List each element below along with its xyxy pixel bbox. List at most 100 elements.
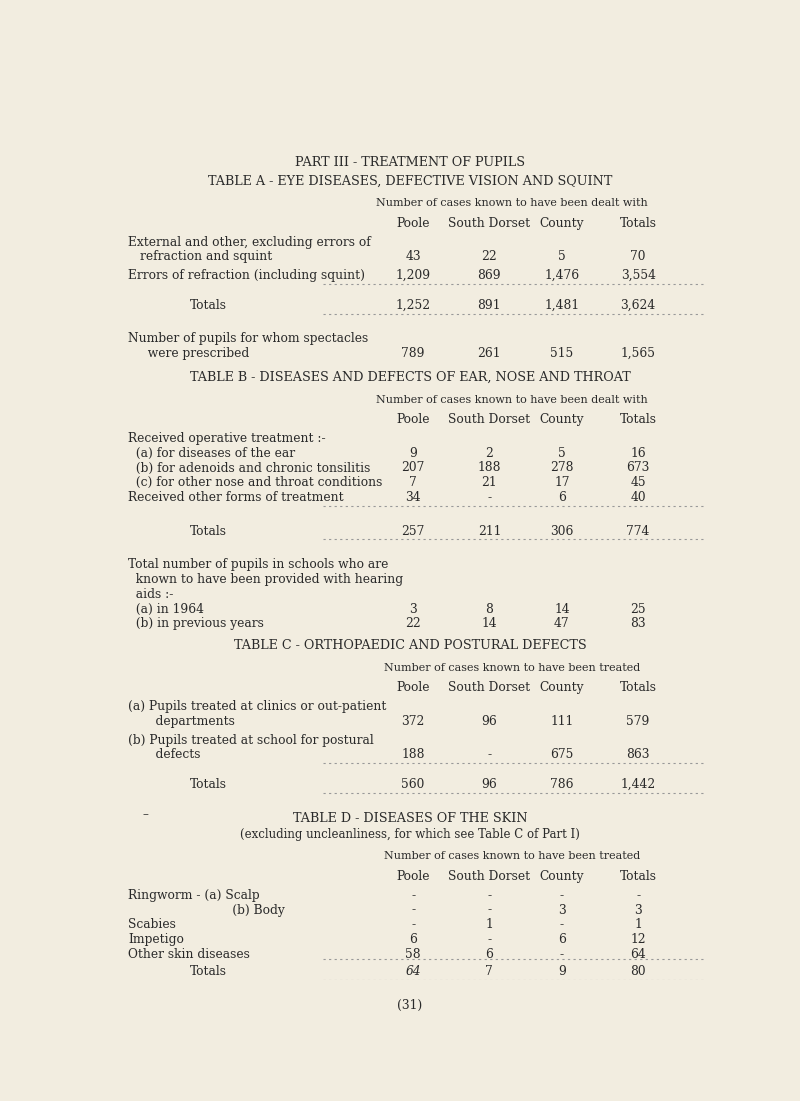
Text: -: - bbox=[487, 904, 491, 917]
Text: 12: 12 bbox=[630, 934, 646, 946]
Text: -: - bbox=[411, 918, 415, 931]
Text: 863: 863 bbox=[626, 749, 650, 762]
Text: 43: 43 bbox=[406, 250, 421, 263]
Text: 45: 45 bbox=[630, 477, 646, 489]
Text: 579: 579 bbox=[626, 715, 650, 728]
Text: were prescribed: were prescribed bbox=[140, 347, 250, 360]
Text: (excluding uncleanliness, for which see Table C of Part I): (excluding uncleanliness, for which see … bbox=[240, 828, 580, 841]
Text: 786: 786 bbox=[550, 778, 574, 792]
Text: 306: 306 bbox=[550, 525, 574, 537]
Text: TABLE B - DISEASES AND DEFECTS OF EAR, NOSE AND THROAT: TABLE B - DISEASES AND DEFECTS OF EAR, N… bbox=[190, 371, 630, 384]
Text: 6: 6 bbox=[558, 934, 566, 946]
Text: Ringworm - (a) Scalp: Ringworm - (a) Scalp bbox=[128, 889, 259, 902]
Text: 7: 7 bbox=[486, 966, 494, 979]
Text: (b) Pupils treated at school for postural: (b) Pupils treated at school for postura… bbox=[128, 733, 374, 746]
Text: 16: 16 bbox=[630, 447, 646, 459]
Text: 3,554: 3,554 bbox=[621, 269, 656, 282]
Text: -: - bbox=[487, 491, 491, 504]
Text: 14: 14 bbox=[554, 602, 570, 615]
Text: 3: 3 bbox=[558, 904, 566, 917]
Text: departments: departments bbox=[140, 715, 235, 728]
Text: 9: 9 bbox=[558, 966, 566, 979]
Text: County: County bbox=[540, 413, 584, 426]
Text: Totals: Totals bbox=[190, 966, 227, 979]
Text: –: – bbox=[142, 808, 148, 821]
Text: Number of pupils for whom spectacles: Number of pupils for whom spectacles bbox=[128, 333, 368, 346]
Text: 3,624: 3,624 bbox=[621, 298, 656, 312]
Text: County: County bbox=[540, 217, 584, 230]
Text: Poole: Poole bbox=[396, 682, 430, 695]
Text: 372: 372 bbox=[402, 715, 425, 728]
Text: (a) for diseases of the ear: (a) for diseases of the ear bbox=[128, 447, 295, 459]
Text: -: - bbox=[560, 889, 564, 902]
Text: 188: 188 bbox=[402, 749, 425, 762]
Text: 560: 560 bbox=[402, 778, 425, 792]
Text: 789: 789 bbox=[402, 347, 425, 360]
Text: Poole: Poole bbox=[396, 413, 430, 426]
Text: County: County bbox=[540, 870, 584, 883]
Text: Received other forms of treatment: Received other forms of treatment bbox=[128, 491, 343, 504]
Text: 34: 34 bbox=[406, 491, 421, 504]
Text: Totals: Totals bbox=[190, 525, 227, 537]
Text: defects: defects bbox=[140, 749, 201, 762]
Text: (c) for other nose and throat conditions: (c) for other nose and throat conditions bbox=[128, 477, 382, 489]
Text: (b) in previous years: (b) in previous years bbox=[128, 618, 264, 631]
Text: 278: 278 bbox=[550, 461, 574, 475]
Text: 1,565: 1,565 bbox=[621, 347, 656, 360]
Text: 111: 111 bbox=[550, 715, 574, 728]
Text: 1,481: 1,481 bbox=[544, 298, 579, 312]
Text: 2: 2 bbox=[486, 447, 494, 459]
Text: Other skin diseases: Other skin diseases bbox=[128, 948, 250, 961]
Text: 7: 7 bbox=[410, 477, 417, 489]
Text: 257: 257 bbox=[402, 525, 425, 537]
Text: 673: 673 bbox=[626, 461, 650, 475]
Text: (a) in 1964: (a) in 1964 bbox=[128, 602, 204, 615]
Text: 869: 869 bbox=[478, 269, 501, 282]
Text: 1: 1 bbox=[634, 918, 642, 931]
Text: -: - bbox=[487, 889, 491, 902]
Text: 261: 261 bbox=[478, 347, 501, 360]
Text: 96: 96 bbox=[482, 778, 498, 792]
Text: 96: 96 bbox=[482, 715, 498, 728]
Text: 207: 207 bbox=[402, 461, 425, 475]
Text: 3: 3 bbox=[634, 904, 642, 917]
Text: 58: 58 bbox=[406, 948, 421, 961]
Text: Errors of refraction (including squint): Errors of refraction (including squint) bbox=[128, 269, 365, 282]
Text: Received operative treatment :-: Received operative treatment :- bbox=[128, 432, 326, 445]
Text: Number of cases known to have been treated: Number of cases known to have been treat… bbox=[384, 663, 641, 673]
Text: Number of cases known to have been dealt with: Number of cases known to have been dealt… bbox=[377, 198, 648, 208]
Text: (b) Body: (b) Body bbox=[178, 904, 284, 917]
Text: 675: 675 bbox=[550, 749, 574, 762]
Text: 1,442: 1,442 bbox=[621, 778, 656, 792]
Text: PART III - TREATMENT OF PUPILS: PART III - TREATMENT OF PUPILS bbox=[295, 156, 525, 168]
Text: Scabies: Scabies bbox=[128, 918, 176, 931]
Text: -: - bbox=[560, 948, 564, 961]
Text: 21: 21 bbox=[482, 477, 497, 489]
Text: TABLE C - ORTHOPAEDIC AND POSTURAL DEFECTS: TABLE C - ORTHOPAEDIC AND POSTURAL DEFEC… bbox=[234, 639, 586, 652]
Text: Poole: Poole bbox=[396, 217, 430, 230]
Text: 17: 17 bbox=[554, 477, 570, 489]
Text: (31): (31) bbox=[398, 999, 422, 1012]
Text: Total number of pupils in schools who are: Total number of pupils in schools who ar… bbox=[128, 558, 388, 571]
Text: 64: 64 bbox=[630, 948, 646, 961]
Text: 211: 211 bbox=[478, 525, 501, 537]
Text: Totals: Totals bbox=[620, 413, 657, 426]
Text: South Dorset: South Dorset bbox=[448, 413, 530, 426]
Text: 14: 14 bbox=[482, 618, 497, 631]
Text: (a) Pupils treated at clinics or out-patient: (a) Pupils treated at clinics or out-pat… bbox=[128, 700, 386, 713]
Text: -: - bbox=[487, 749, 491, 762]
Text: Totals: Totals bbox=[620, 870, 657, 883]
Text: -: - bbox=[560, 918, 564, 931]
Text: 891: 891 bbox=[478, 298, 501, 312]
Text: 70: 70 bbox=[630, 250, 646, 263]
Text: 9: 9 bbox=[409, 447, 417, 459]
Text: -: - bbox=[487, 934, 491, 946]
Text: aids :-: aids :- bbox=[128, 588, 174, 601]
Text: Number of cases known to have been treated: Number of cases known to have been treat… bbox=[384, 851, 641, 861]
Text: Totals: Totals bbox=[190, 778, 227, 792]
Text: 3: 3 bbox=[410, 602, 417, 615]
Text: South Dorset: South Dorset bbox=[448, 217, 530, 230]
Text: 774: 774 bbox=[626, 525, 650, 537]
Text: 6: 6 bbox=[486, 948, 494, 961]
Text: 1,209: 1,209 bbox=[395, 269, 430, 282]
